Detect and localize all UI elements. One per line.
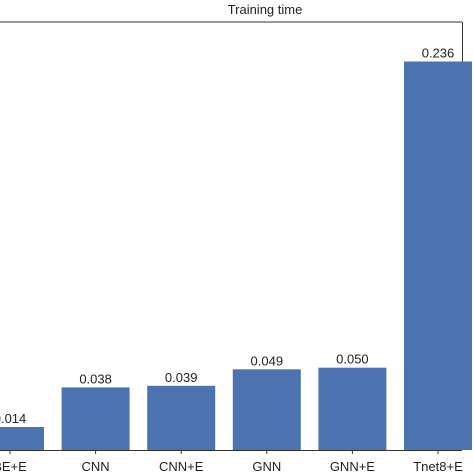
bar-gnn	[232, 369, 301, 450]
x-tick-label: CNN+E	[159, 459, 204, 474]
bar-cnn	[61, 387, 130, 450]
bar-series: 0.014 BE+E 0.038 CNN 0.039 CNN+E 0.049 GNN 0.050…	[0, 46, 472, 474]
data-label: 0.049	[251, 353, 284, 368]
x-tick-label: Tnet8+E	[413, 459, 463, 474]
x-tick-label: GNN+E	[330, 459, 375, 474]
data-label: 0.050	[336, 352, 369, 367]
bar-be-e	[0, 427, 44, 450]
bar-tnet8-e	[404, 61, 472, 450]
x-tick-label: BE+E	[0, 459, 27, 474]
data-label: 0.038	[79, 371, 112, 386]
x-tick-label: GNN	[252, 459, 281, 474]
bar-cnn-e	[147, 385, 216, 450]
data-label: 0.236	[422, 46, 455, 61]
data-label: 0.039	[165, 370, 198, 385]
x-tick-label: CNN	[82, 459, 110, 474]
data-label: 0.014	[0, 411, 26, 426]
bar-gnn-e	[318, 367, 387, 450]
chart-title: Training time	[228, 2, 303, 17]
